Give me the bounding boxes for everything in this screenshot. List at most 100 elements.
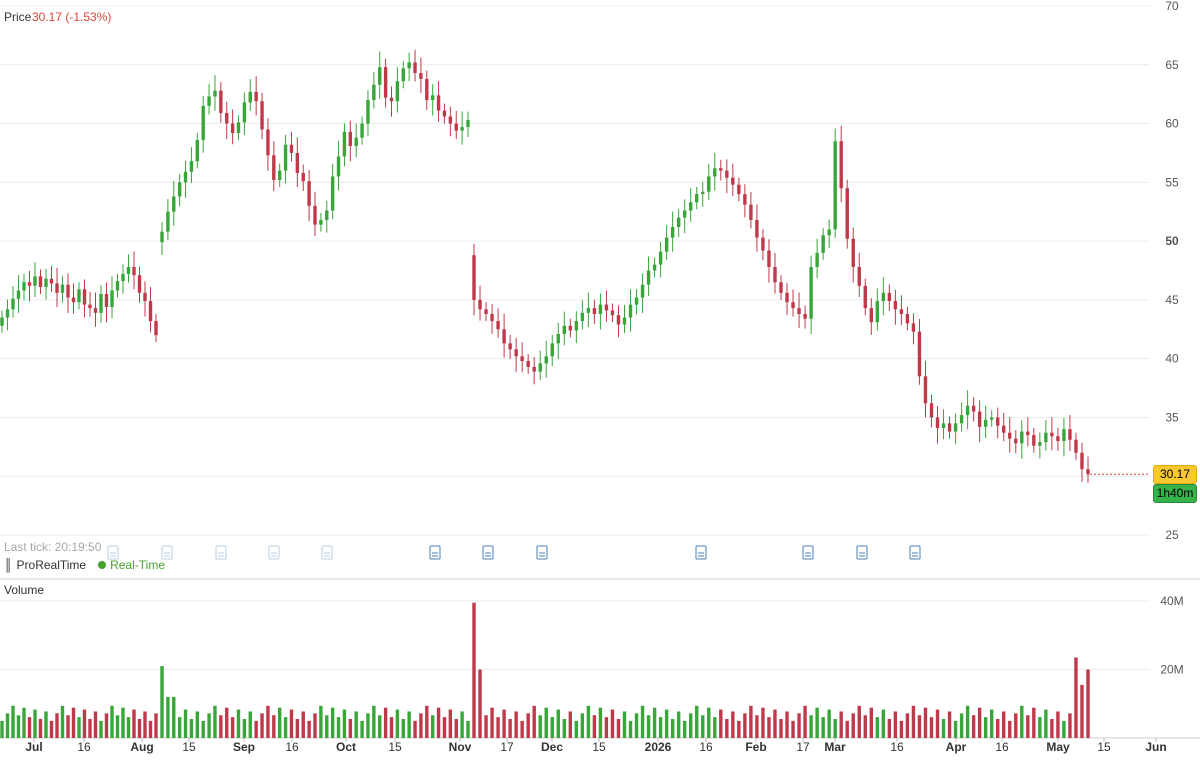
volume-bar xyxy=(502,709,506,738)
time-axis-label: 2026 xyxy=(645,740,672,754)
volume-bar xyxy=(610,709,615,738)
candle-body xyxy=(484,309,488,314)
price-axis-tick-label: 60 xyxy=(1165,117,1179,131)
volume-bar xyxy=(562,718,566,738)
candle-body xyxy=(670,227,675,238)
volume-bar xyxy=(93,711,98,738)
volume-bar xyxy=(1020,705,1024,738)
volume-bar xyxy=(137,718,142,738)
time-axis-label: 16 xyxy=(77,740,91,754)
time-axis-label: Nov xyxy=(449,740,472,754)
candle-body xyxy=(88,304,92,309)
candle-body xyxy=(658,251,663,265)
candle-body xyxy=(38,276,43,287)
candle-body xyxy=(189,161,194,172)
candle-body xyxy=(1020,431,1024,444)
candle-body xyxy=(815,252,819,267)
volume-bar xyxy=(313,713,317,738)
volume-bar xyxy=(254,720,258,738)
volume-bar xyxy=(1056,711,1060,738)
volume-bar xyxy=(372,705,376,738)
volume-bar xyxy=(713,717,717,738)
candle-body xyxy=(448,116,453,124)
volume-bar xyxy=(260,713,264,738)
volume-bar xyxy=(22,707,26,738)
volume-bar xyxy=(132,709,136,738)
time-axis-label: Oct xyxy=(336,740,356,754)
volume-bar xyxy=(917,715,922,738)
candle-body xyxy=(556,333,560,344)
volume-bar xyxy=(791,720,795,738)
volume-bar xyxy=(592,715,597,738)
candle-body xyxy=(260,101,264,130)
candle-body xyxy=(177,182,182,197)
last-price-badge: 30.17 xyxy=(1153,465,1197,484)
volume-bar xyxy=(899,720,904,738)
volume-bar xyxy=(436,707,441,738)
volume-bar xyxy=(104,713,109,738)
price-axis-tick-label: 25 xyxy=(1165,528,1179,542)
volume-bar xyxy=(923,707,928,738)
volume-bar xyxy=(60,705,65,738)
volume-bar xyxy=(803,705,807,738)
volume-bar xyxy=(707,707,711,738)
candle-body xyxy=(104,294,109,307)
candle-body xyxy=(929,403,934,418)
volume-bar xyxy=(815,707,819,738)
candle-body xyxy=(526,361,530,367)
candle-body xyxy=(773,266,777,283)
volume-bar xyxy=(598,707,603,738)
candle-body xyxy=(372,84,376,101)
volume-bar xyxy=(360,720,364,738)
candle-body xyxy=(797,308,801,314)
candle-body xyxy=(0,317,4,326)
candle-body xyxy=(11,298,15,310)
candle-body xyxy=(610,310,615,316)
candle-body xyxy=(598,304,603,314)
candle-body xyxy=(413,62,417,74)
volume-bar xyxy=(126,717,131,738)
candle-body xyxy=(395,81,400,102)
volume-bar xyxy=(336,717,341,738)
candle-body xyxy=(971,405,976,412)
volume-bar xyxy=(448,709,453,738)
candle-body xyxy=(574,321,579,331)
candle-body xyxy=(676,217,681,228)
time-axis-label: 16 xyxy=(699,740,713,754)
candle-body xyxy=(725,170,729,178)
volume-bar xyxy=(307,720,311,738)
volume-bar xyxy=(941,718,946,738)
volume-bar xyxy=(177,717,182,738)
countdown-badge: 1h40m xyxy=(1153,484,1197,503)
candle-body xyxy=(749,204,753,220)
candle-body xyxy=(425,78,429,101)
candle-body xyxy=(701,191,705,195)
volume-bar xyxy=(466,720,470,738)
volume-bar xyxy=(797,713,801,738)
candle-body xyxy=(899,309,904,314)
candle-body xyxy=(586,308,591,313)
candle-body xyxy=(1074,439,1078,453)
candle-body xyxy=(1080,452,1084,470)
candle-body xyxy=(821,235,825,253)
volume-bar xyxy=(1068,713,1072,738)
volume-bar xyxy=(1086,669,1090,738)
candle-body xyxy=(442,110,447,117)
candle-body xyxy=(977,411,982,427)
volume-bar xyxy=(749,705,753,738)
candle-body xyxy=(580,312,585,322)
volume-bar xyxy=(289,709,294,738)
volume-bar xyxy=(526,713,530,738)
candle-body xyxy=(55,283,59,293)
price-axis-tick-label: 45 xyxy=(1165,293,1179,307)
time-axis-label: Dec xyxy=(541,740,563,754)
candle-body xyxy=(27,282,32,286)
volume-title: Volume xyxy=(4,583,45,597)
time-axis-label: Apr xyxy=(946,740,967,754)
volume-bar xyxy=(568,711,573,738)
candle-body xyxy=(695,194,699,203)
volume-bar xyxy=(863,715,867,738)
volume-bar xyxy=(266,705,270,738)
